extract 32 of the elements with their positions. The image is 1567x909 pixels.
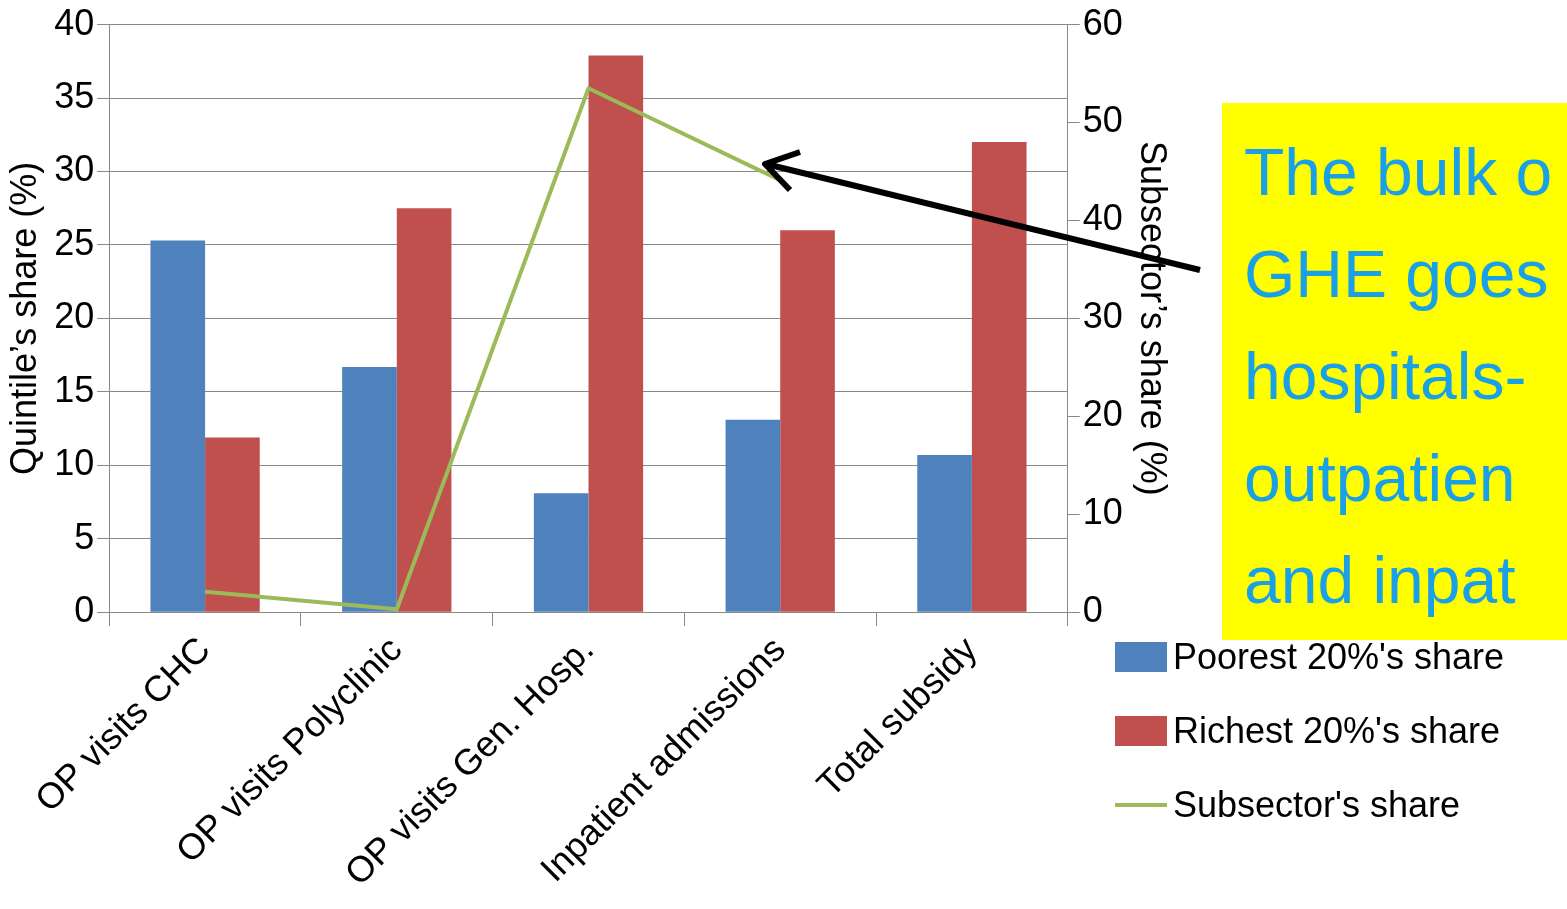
- bar: [533, 493, 589, 612]
- bar: [971, 142, 1027, 612]
- legend-label: Richest 20%'s share: [1173, 709, 1501, 753]
- y2-tick-label: 40: [1082, 197, 1123, 239]
- y2-tick-label: 20: [1082, 393, 1123, 435]
- bar: [396, 208, 452, 612]
- y2-tick-label: 30: [1082, 295, 1123, 337]
- y-tick-label: 15: [54, 368, 95, 410]
- y-axis-title: Quintile’s share (%): [2, 161, 44, 476]
- legend-label: Poorest 20%'s share: [1173, 635, 1505, 679]
- bar: [917, 455, 972, 612]
- y-tick-label: 0: [74, 589, 95, 631]
- text: The bulk o GHE goes hospitals- outpatien and inpat: [1244, 135, 1553, 617]
- y-tick-label: 10: [54, 442, 95, 484]
- y-tick-label: 5: [74, 515, 95, 557]
- bar: [342, 366, 397, 612]
- y-tick-label: 20: [54, 295, 95, 337]
- y-tick-label: 40: [54, 1, 95, 43]
- bar: [780, 230, 835, 612]
- y2-tick-label: 50: [1082, 99, 1123, 141]
- y2-tick-label: 60: [1082, 1, 1123, 43]
- y2-tick-label: 0: [1082, 589, 1103, 631]
- bar: [725, 419, 781, 612]
- bar: [150, 240, 206, 612]
- y-tick-label: 30: [54, 148, 95, 190]
- y2-tick-label: 10: [1082, 491, 1123, 533]
- legend-label: Subsector's share: [1173, 783, 1461, 827]
- bar: [588, 55, 644, 612]
- y-tick-label: 25: [54, 221, 95, 263]
- bar: [205, 437, 260, 612]
- y2-axis-title: Subsector’s share (%): [1133, 140, 1175, 496]
- y-tick-label: 35: [54, 74, 95, 116]
